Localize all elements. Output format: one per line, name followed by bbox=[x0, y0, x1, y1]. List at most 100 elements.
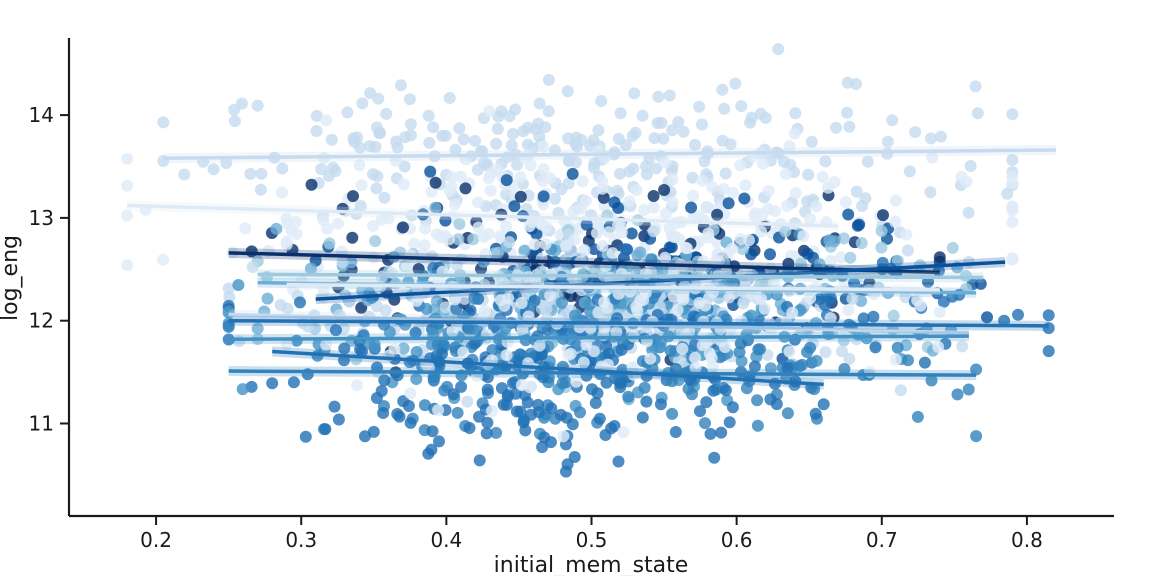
data-point bbox=[567, 205, 580, 218]
data-point bbox=[426, 425, 439, 438]
data-point bbox=[875, 241, 888, 254]
data-point bbox=[839, 196, 852, 209]
data-point bbox=[745, 111, 758, 124]
data-point bbox=[445, 170, 458, 183]
data-point bbox=[734, 159, 747, 172]
data-point bbox=[706, 180, 719, 193]
data-point bbox=[591, 387, 604, 400]
data-point bbox=[797, 230, 810, 243]
data-point bbox=[507, 127, 519, 140]
data-point bbox=[889, 353, 902, 366]
data-point bbox=[514, 405, 527, 418]
data-point bbox=[472, 221, 485, 234]
data-point bbox=[891, 254, 904, 267]
data-point bbox=[946, 241, 959, 254]
data-point bbox=[578, 244, 591, 256]
data-point bbox=[438, 384, 451, 397]
data-point bbox=[315, 163, 328, 176]
data-point bbox=[408, 237, 421, 250]
data-point bbox=[536, 441, 549, 454]
data-point bbox=[432, 404, 445, 417]
data-point bbox=[328, 400, 341, 413]
data-point bbox=[723, 416, 736, 429]
data-point bbox=[353, 159, 366, 172]
data-point bbox=[404, 129, 417, 142]
regression-line bbox=[315, 260, 1006, 301]
data-point bbox=[676, 342, 689, 355]
data-point bbox=[614, 381, 627, 394]
data-point bbox=[971, 107, 984, 120]
data-point bbox=[463, 422, 476, 434]
data-point bbox=[469, 134, 481, 147]
data-point bbox=[933, 306, 946, 318]
data-point bbox=[738, 192, 751, 205]
data-point bbox=[458, 292, 471, 305]
data-point bbox=[739, 179, 752, 192]
data-point bbox=[623, 195, 636, 208]
data-point bbox=[875, 225, 888, 237]
data-point bbox=[666, 375, 678, 388]
data-point bbox=[560, 376, 572, 389]
data-point bbox=[762, 184, 775, 197]
data-point bbox=[666, 124, 679, 137]
data-point bbox=[891, 341, 904, 354]
data-point bbox=[380, 107, 393, 120]
data-point bbox=[932, 340, 945, 353]
data-point bbox=[121, 152, 134, 165]
data-point bbox=[568, 451, 581, 463]
data-point bbox=[481, 383, 494, 396]
data-point bbox=[532, 406, 545, 418]
data-point bbox=[634, 246, 647, 259]
data-point bbox=[222, 319, 235, 332]
data-point bbox=[788, 127, 801, 140]
data-point bbox=[495, 382, 508, 395]
data-point bbox=[596, 239, 609, 252]
data-point bbox=[717, 183, 730, 195]
y-tick-label: 12 bbox=[29, 309, 54, 333]
data-point bbox=[789, 187, 802, 200]
data-point bbox=[636, 411, 649, 424]
data-point bbox=[926, 151, 939, 164]
data-point bbox=[537, 140, 550, 153]
data-point bbox=[817, 398, 830, 411]
data-point bbox=[524, 347, 537, 360]
data-point bbox=[508, 200, 521, 213]
data-point bbox=[533, 339, 546, 352]
data-point bbox=[552, 206, 565, 219]
data-point bbox=[483, 105, 496, 118]
data-point bbox=[522, 310, 535, 323]
data-point bbox=[842, 208, 855, 221]
data-point bbox=[767, 276, 780, 289]
data-point bbox=[220, 157, 233, 169]
data-point bbox=[652, 90, 665, 103]
data-point bbox=[699, 299, 712, 312]
data-point bbox=[663, 241, 676, 254]
regression-line bbox=[228, 318, 1049, 328]
data-point bbox=[902, 354, 914, 367]
data-point bbox=[689, 138, 701, 151]
data-point bbox=[749, 207, 762, 220]
data-point bbox=[353, 141, 366, 154]
data-point bbox=[824, 254, 837, 267]
regression-line bbox=[127, 203, 839, 228]
data-point bbox=[317, 285, 330, 298]
data-point bbox=[630, 184, 643, 197]
data-point bbox=[679, 241, 692, 254]
data-point bbox=[509, 387, 522, 400]
x-tick-label: 0.4 bbox=[430, 528, 462, 552]
data-point bbox=[699, 417, 711, 430]
data-point bbox=[755, 292, 768, 305]
data-point bbox=[622, 390, 635, 403]
data-point bbox=[786, 306, 799, 319]
data-point bbox=[450, 302, 463, 315]
data-point bbox=[369, 140, 382, 153]
data-point bbox=[596, 182, 609, 195]
ticks-layer: 0.2 0.3 0.4 0.5 0.6 0.7 0.8 11 12 13 14 bbox=[29, 103, 1043, 552]
data-point bbox=[443, 184, 456, 197]
data-point bbox=[388, 343, 401, 356]
data-point bbox=[519, 424, 532, 437]
data-point bbox=[453, 218, 466, 230]
data-point bbox=[356, 97, 369, 110]
data-point bbox=[664, 344, 677, 357]
data-point bbox=[658, 184, 671, 196]
